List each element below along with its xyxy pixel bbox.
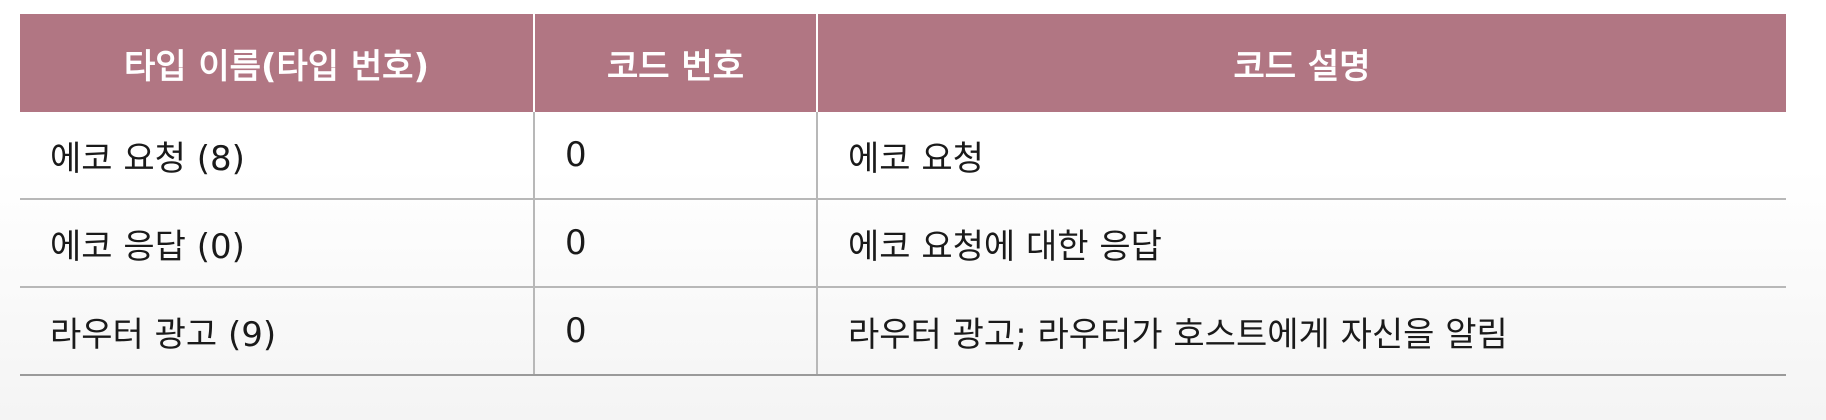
cell-code-number: 0	[533, 199, 817, 288]
cell-code-description: 에코 요청에 대한 응답	[816, 199, 1786, 288]
header-type-name: 타입 이름(타입 번호)	[20, 14, 534, 112]
header-code-description: 코드 설명	[816, 14, 1786, 112]
cell-code-description: 라우터 광고; 라우터가 호스트에게 자신을 알림	[816, 287, 1786, 376]
table-row: 에코 응답 (0) 0 에코 요청에 대한 응답	[20, 199, 1786, 288]
table-header: 타입 이름(타입 번호) 코드 번호 코드 설명	[20, 14, 1786, 112]
table-row: 에코 요청 (8) 0 에코 요청	[20, 112, 1786, 200]
header-row: 타입 이름(타입 번호) 코드 번호 코드 설명	[20, 14, 1786, 112]
cell-code-number: 0	[533, 112, 817, 200]
table-body: 에코 요청 (8) 0 에코 요청 에코 응답 (0) 0 에코 요청에 대한 …	[20, 112, 1786, 376]
cell-type-name: 에코 응답 (0)	[20, 199, 534, 288]
icmp-type-table: 타입 이름(타입 번호) 코드 번호 코드 설명 에코 요청 (8) 0 에코 …	[20, 14, 1786, 376]
table-row: 라우터 광고 (9) 0 라우터 광고; 라우터가 호스트에게 자신을 알림	[20, 287, 1786, 376]
cell-code-number: 0	[533, 287, 817, 376]
cell-type-name: 라우터 광고 (9)	[20, 287, 534, 376]
header-code-number: 코드 번호	[533, 14, 817, 112]
cell-code-description: 에코 요청	[816, 112, 1786, 200]
cell-type-name: 에코 요청 (8)	[20, 112, 534, 200]
